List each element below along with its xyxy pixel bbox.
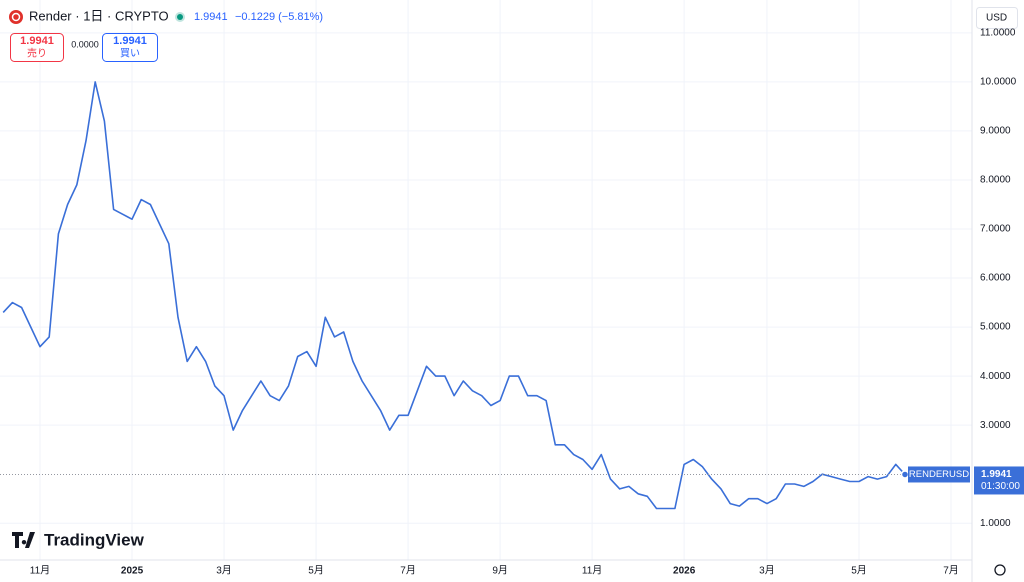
x-tick-label: 7月 bbox=[943, 565, 959, 577]
logo bbox=[9, 10, 23, 24]
sell-button[interactable] bbox=[10, 33, 64, 62]
x-tick-label: 2025 bbox=[121, 566, 144, 577]
logo-ring bbox=[11, 12, 21, 22]
sell-price: 1.9941 bbox=[20, 35, 54, 47]
x-tick-label: 5月 bbox=[308, 565, 324, 577]
plot bbox=[0, 81, 972, 510]
y-tick-label: 4.0000 bbox=[980, 371, 1011, 382]
y-tick-label: 10.0000 bbox=[980, 77, 1017, 88]
x-tick-label: 5月 bbox=[851, 565, 867, 577]
status-dot bbox=[177, 14, 183, 20]
y-tick-label: 3.0000 bbox=[980, 420, 1011, 431]
brand: TradingView bbox=[44, 530, 145, 549]
settings-icon[interactable] bbox=[994, 564, 1006, 576]
x-tick-label: 11月 bbox=[30, 565, 50, 577]
sell-label: 売り bbox=[27, 47, 47, 60]
x-tick-label: 7月 bbox=[400, 565, 416, 577]
buy-button[interactable] bbox=[102, 33, 158, 62]
y-tick-label: 8.0000 bbox=[980, 175, 1011, 186]
brand-logo bbox=[12, 532, 35, 548]
symbol-tag bbox=[908, 466, 970, 483]
price-tag-countdown: 01:30:00 bbox=[981, 481, 1020, 492]
last-point bbox=[900, 470, 910, 479]
y-tick-label: 11.0000 bbox=[980, 27, 1016, 38]
price-tag bbox=[974, 466, 1024, 495]
y-tick-label: 1.0000 bbox=[980, 518, 1011, 529]
x-tick-label: 11月 bbox=[582, 565, 602, 577]
buy-label: 買い bbox=[120, 48, 140, 60]
header-change: −0.1229 (−5.81%) bbox=[235, 11, 323, 23]
price-tag-price: 1.9941 bbox=[981, 469, 1012, 480]
x-tick-label: 3月 bbox=[759, 565, 775, 577]
currency: USD bbox=[986, 13, 1007, 24]
y-tick-label: 7.0000 bbox=[980, 224, 1011, 235]
symbol-title: Render · 1日 · CRYPTO bbox=[29, 8, 169, 23]
y-tick-label: 5.0000 bbox=[980, 322, 1011, 333]
price-line bbox=[2, 81, 906, 510]
buy-price: 1.9941 bbox=[113, 35, 147, 47]
symbol-tag-label: RENDERUSD bbox=[909, 469, 969, 480]
y-tick-label: 6.0000 bbox=[980, 273, 1011, 284]
y-tick-label: 9.0000 bbox=[980, 126, 1011, 137]
x-tick-label: 3月 bbox=[216, 565, 232, 577]
x-tick-label: 9月 bbox=[492, 565, 508, 577]
currency-button[interactable] bbox=[976, 7, 1018, 29]
x-tick-label: 2026 bbox=[673, 566, 696, 577]
header-price: 1.9941 bbox=[194, 11, 228, 23]
spread: 0.0000 bbox=[71, 39, 99, 49]
